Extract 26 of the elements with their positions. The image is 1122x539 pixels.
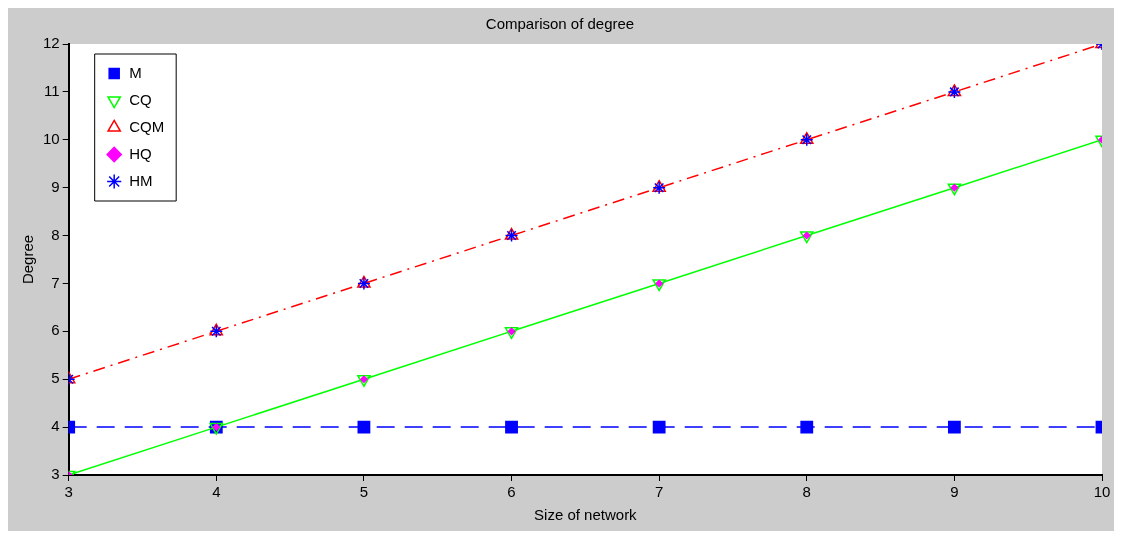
x-tick-label: 8 — [802, 483, 811, 501]
x-tick-label: 5 — [359, 483, 369, 501]
y-tick-label: 9 — [51, 177, 60, 195]
y-tick-label: 5 — [51, 369, 60, 387]
y-tick-label: 7 — [51, 273, 60, 291]
x-tick-label: 3 — [64, 483, 73, 501]
x-tick-label: 7 — [654, 483, 664, 501]
legend-label: M — [129, 63, 142, 81]
x-tick-label: 9 — [950, 483, 959, 501]
y-tick-label: 11 — [44, 82, 60, 100]
y-axis-title: Degree — [19, 234, 37, 285]
y-tick-label: 10 — [43, 129, 60, 147]
legend-label: CQ — [129, 90, 152, 108]
x-axis-title: Size of network — [534, 506, 638, 524]
y-tick-label: 6 — [51, 321, 60, 339]
x-tick-label: 10 — [1093, 483, 1111, 501]
chart-title: Comparison of degree — [485, 15, 635, 33]
legend-label: HM — [129, 171, 153, 189]
legend-label: CQM — [129, 117, 165, 135]
x-tick-label: 4 — [212, 483, 221, 501]
y-tick-label: 3 — [51, 465, 60, 483]
y-tick-label: 8 — [51, 225, 60, 243]
y-tick-label: 4 — [51, 417, 60, 435]
y-tick-label: 12 — [43, 34, 60, 52]
x-tick-label: 6 — [507, 483, 516, 501]
legend-label: HQ — [129, 144, 152, 162]
